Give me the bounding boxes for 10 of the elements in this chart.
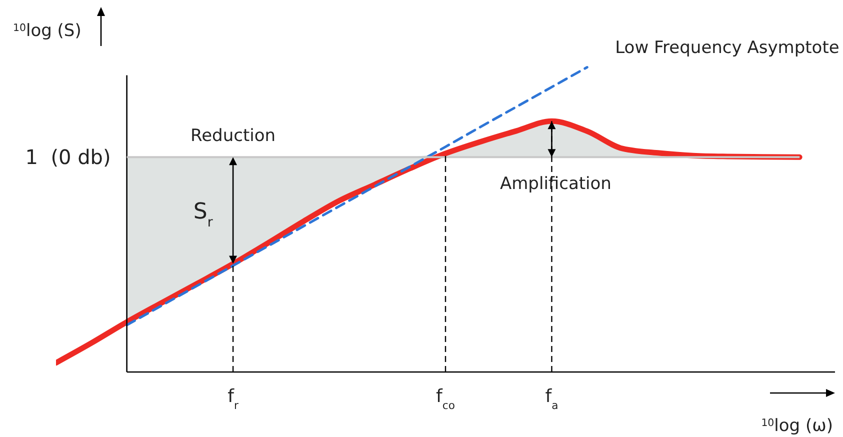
y-axis-title: $^{10}$log (S) xyxy=(13,21,82,41)
x-tick-label: f$_{co}$ xyxy=(436,386,456,412)
annotation: Amplification xyxy=(500,174,612,194)
series-label: Low Frequency Asymptote xyxy=(615,38,840,58)
x-tick-label: f$_{a}$ xyxy=(545,386,558,412)
annotation: Reduction xyxy=(190,126,276,146)
annotation: S$_{r}$ xyxy=(193,199,214,230)
x-axis-title: $^{10}$log (ω) xyxy=(761,416,833,436)
x-tick-label: f$_{r}$ xyxy=(228,386,239,412)
ref-line-label: 1 (0 db) xyxy=(25,145,111,170)
